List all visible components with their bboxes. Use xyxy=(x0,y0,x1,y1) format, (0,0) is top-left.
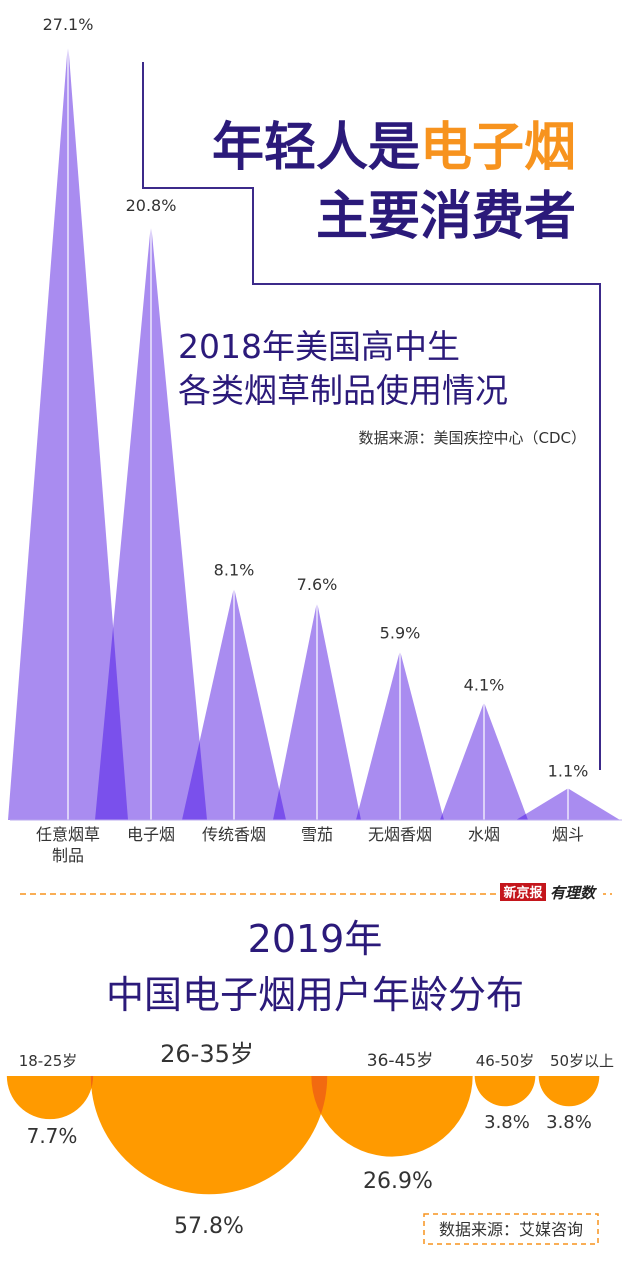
semicircle-1 xyxy=(90,1076,328,1195)
age-label-0: 18-25岁 xyxy=(19,1052,78,1070)
value-label-1: 20.8% xyxy=(126,196,177,215)
share-label-1: 57.8% xyxy=(174,1214,244,1239)
share-label-4: 3.8% xyxy=(546,1112,592,1133)
peak-overlap-5 xyxy=(516,814,528,820)
headline-line1: 年轻人是电子烟 xyxy=(212,118,576,178)
logo-box xyxy=(500,883,546,901)
chart2-source: 数据来源：艾媒咨询 xyxy=(439,1220,583,1239)
category-label-6: 烟斗 xyxy=(552,825,584,844)
chart2-title-line1: 2019年 xyxy=(248,917,383,961)
category-label-1: 电子烟 xyxy=(127,825,175,844)
headline-part-b: 电子烟 xyxy=(420,118,576,178)
value-label-3: 7.6% xyxy=(297,575,338,594)
category-label-4: 无烟香烟 xyxy=(368,825,432,844)
chart1-title-line2: 各类烟草制品使用情况 xyxy=(178,371,508,410)
age-label-3: 46-50岁 xyxy=(476,1052,535,1070)
semicircle-0 xyxy=(6,1076,94,1120)
category-label-0: 任意烟草制品 xyxy=(36,825,100,865)
headline-part-a: 年轻人是 xyxy=(212,118,420,178)
category-label-2: 传统香烟 xyxy=(202,825,266,844)
value-label-2: 8.1% xyxy=(214,560,255,579)
logo-left: 新京报 xyxy=(503,885,543,901)
age-label-4: 50岁以上 xyxy=(550,1052,614,1070)
peak-overlap-2 xyxy=(273,789,286,820)
peak-overlap-3 xyxy=(356,809,361,820)
chart1-title-line1: 2018年美国高中生 xyxy=(178,327,460,366)
headline-line2: 主要消费者 xyxy=(316,187,576,247)
share-label-2: 26.9% xyxy=(363,1169,433,1194)
semicircle-4 xyxy=(538,1076,600,1107)
chart1-source: 数据来源：美国疾控中心（CDC） xyxy=(359,429,587,447)
age-label-2: 36-45岁 xyxy=(367,1051,433,1071)
share-label-0: 7.7% xyxy=(27,1124,78,1148)
chart1-value-labels: 27.1% 20.8% 8.1% 7.6% 5.9% 4.1% 1.1% xyxy=(43,15,589,780)
chart2-source-box xyxy=(423,1213,599,1245)
chart2-category-labels: 18-25岁 26-35岁 36-45岁 46-50岁 50岁以上 xyxy=(19,1040,614,1071)
chart1-peak-lines xyxy=(67,42,569,820)
value-label-5: 4.1% xyxy=(464,675,505,694)
chart1-category-labels: 任意烟草制品 电子烟 传统香烟 雪茄 无烟香烟 水烟 烟斗 xyxy=(36,825,584,865)
value-label-0: 27.1% xyxy=(43,15,94,34)
age-label-1: 26-35岁 xyxy=(160,1040,254,1068)
peak-overlap-4 xyxy=(440,813,444,820)
semicircle-3 xyxy=(474,1076,536,1107)
header-frame-line xyxy=(142,62,601,770)
logo-right: 有理数 xyxy=(550,884,598,902)
value-label-6: 1.1% xyxy=(548,761,589,780)
value-label-4: 5.9% xyxy=(380,624,421,643)
semicircle-2 xyxy=(311,1076,473,1157)
chart2-value-labels: 7.7% 57.8% 26.9% 3.8% 3.8% xyxy=(27,1112,592,1239)
category-label-5: 水烟 xyxy=(468,825,500,844)
share-label-3: 3.8% xyxy=(484,1112,530,1133)
chart1-peak-overlaps xyxy=(95,626,528,820)
peak-overlap-1 xyxy=(182,741,207,820)
chart2-semicircles xyxy=(6,1076,600,1195)
peak-overlap-0 xyxy=(95,626,128,820)
category-label-3: 雪茄 xyxy=(301,825,333,844)
chart2-title-line2: 中国电子烟用户年龄分布 xyxy=(106,973,524,1017)
